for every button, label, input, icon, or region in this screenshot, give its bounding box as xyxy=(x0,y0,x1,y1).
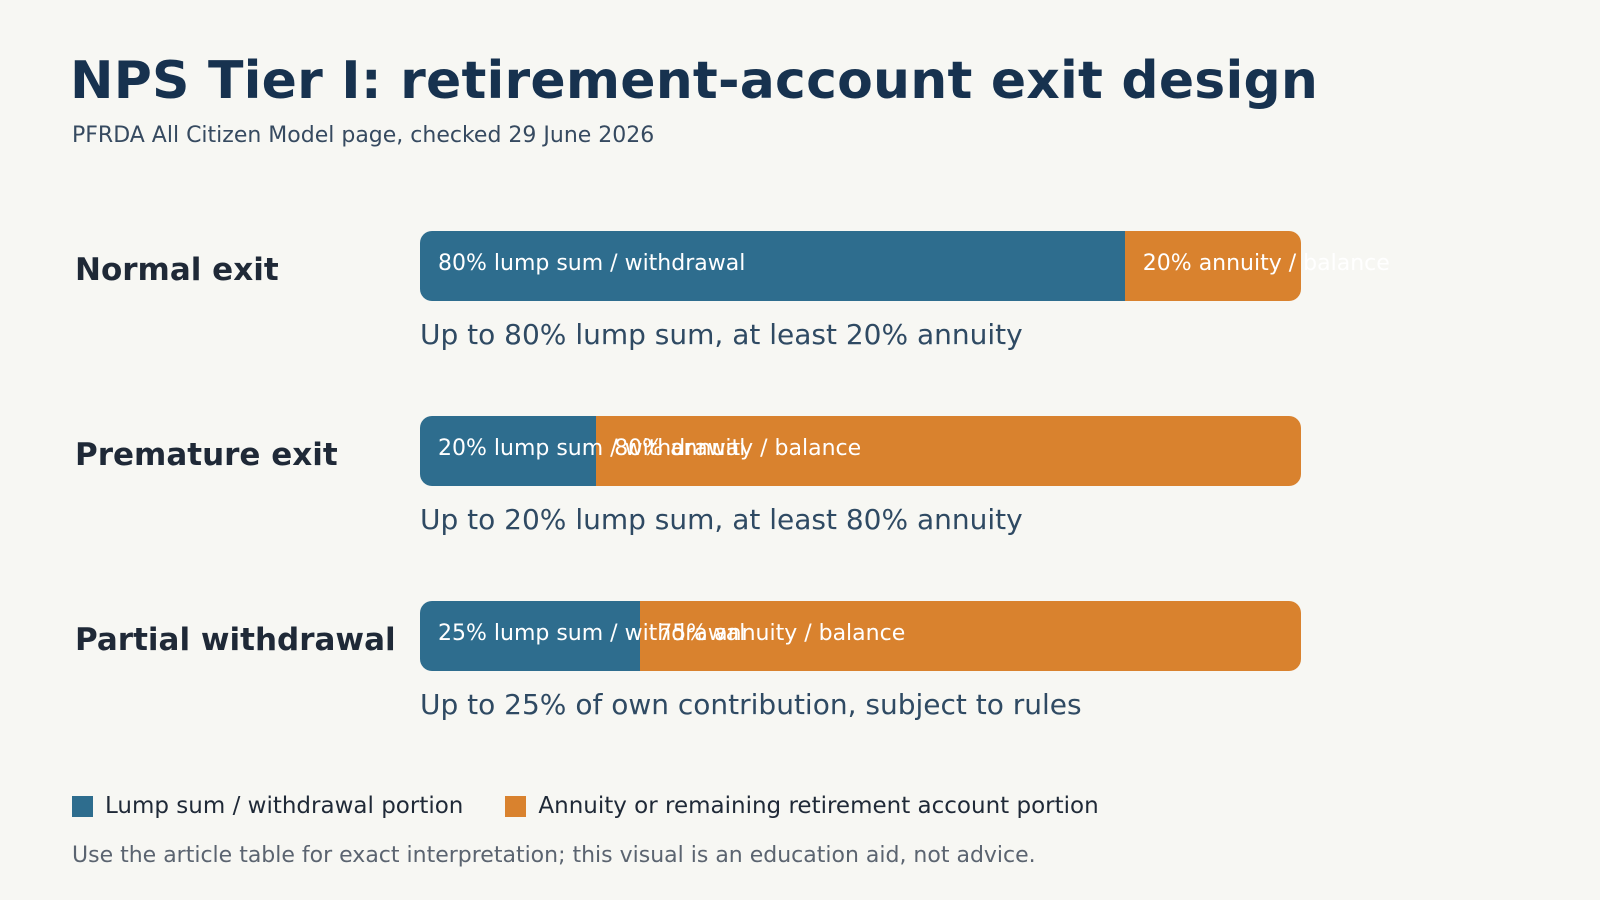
row-note-partial-withdrawal: Up to 25% of own contribution, subject t… xyxy=(420,688,1082,721)
bar-segment-label: 80% lump sum / withdrawal xyxy=(438,251,746,276)
legend-swatch-annuity xyxy=(505,795,527,817)
chart-legend: Lump sum / withdrawal portion Annuity or… xyxy=(72,793,1141,819)
bar-segment-annuity: 75% annuity / balance xyxy=(640,601,1301,671)
bar-segment-annuity: 80% annuity / balance xyxy=(596,416,1301,486)
bar-segment-label: 25% lump sum / withdrawal xyxy=(438,621,746,646)
legend-item-annuity: Annuity or remaining retirement account … xyxy=(505,793,1099,819)
bar-segment-label: 80% annuity / balance xyxy=(614,436,862,461)
bar-segment-label: 75% annuity / balance xyxy=(658,621,906,646)
legend-label-annuity: Annuity or remaining retirement account … xyxy=(538,793,1099,819)
bar-premature-exit: 20% lump sum / withdrawal 80% annuity / … xyxy=(420,416,1301,486)
bar-segment-annuity: 20% annuity / balance xyxy=(1124,231,1390,301)
row-label-premature-exit: Premature exit xyxy=(75,437,338,473)
row-label-normal-exit: Normal exit xyxy=(75,252,279,288)
bar-segment-lump: 25% lump sum / withdrawal xyxy=(420,601,745,671)
footnote: Use the article table for exact interpre… xyxy=(72,843,1036,868)
chart-subtitle: PFRDA All Citizen Model page, checked 29… xyxy=(72,123,655,148)
row-note-normal-exit: Up to 80% lump sum, at least 20% annuity xyxy=(420,318,1023,351)
bar-normal-exit: 80% lump sum / withdrawal 20% annuity / … xyxy=(420,231,1390,301)
row-note-premature-exit: Up to 20% lump sum, at least 80% annuity xyxy=(420,503,1023,536)
bar-partial-withdrawal: 25% lump sum / withdrawal 75% annuity / … xyxy=(420,601,1301,671)
bar-segment-lump: 80% lump sum / withdrawal xyxy=(420,231,1125,301)
bar-segment-label: 20% lump sum / withdrawal xyxy=(438,436,746,461)
row-label-partial-withdrawal: Partial withdrawal xyxy=(75,622,396,658)
bar-segment-label: 20% annuity / balance xyxy=(1142,251,1390,276)
chart-title: NPS Tier I: retirement-account exit desi… xyxy=(70,51,1319,111)
legend-label-lump: Lump sum / withdrawal portion xyxy=(105,793,464,819)
legend-swatch-lump xyxy=(72,795,93,817)
bar-segment-lump: 20% lump sum / withdrawal xyxy=(420,416,745,486)
legend-item-lump: Lump sum / withdrawal portion xyxy=(72,793,463,819)
